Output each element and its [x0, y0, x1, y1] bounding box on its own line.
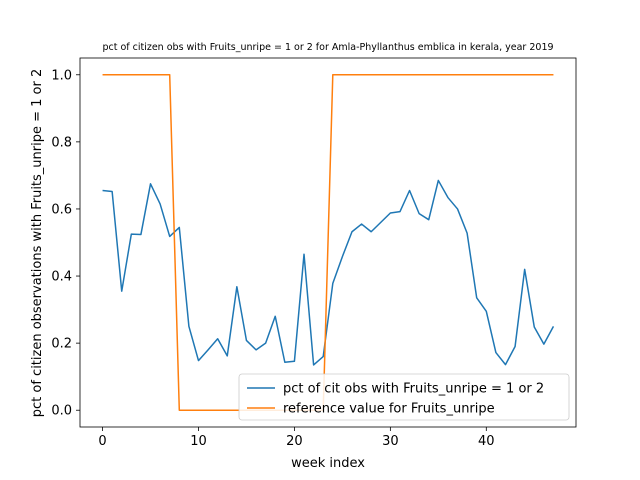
y-tick-label: 0.6: [51, 202, 72, 217]
legend: pct of cit obs with Fruits_unripe = 1 or…: [238, 373, 570, 421]
x-tick-label: 10: [190, 434, 207, 449]
y-tick-label: 0.4: [51, 270, 72, 285]
series-line-2: [102, 74, 554, 411]
series-line-1: [102, 179, 555, 366]
y-tick-label: 0.2: [51, 337, 72, 352]
chart-title: pct of citizen obs with Fruits_unripe = …: [102, 42, 553, 53]
legend-label-1: pct of cit obs with Fruits_unripe = 1 or…: [283, 382, 544, 397]
y-axis-label: pct of citizen observations with Fruits_…: [30, 69, 45, 418]
plot-area: [79, 57, 577, 428]
x-axis-label: week index: [291, 456, 365, 471]
legend-box: [238, 373, 570, 421]
axis-ticks: 0 10 20 30 40 0.0 0.2 0.4 0.6 0.8 1.0: [51, 68, 494, 449]
y-tick-label: 0.8: [51, 135, 72, 150]
series-layer: [102, 74, 555, 411]
x-tick-label: 20: [286, 434, 303, 449]
x-tick-label: 30: [382, 434, 399, 449]
y-tick-label: 1.0: [51, 68, 72, 83]
legend-label-2: reference value for Fruits_unripe: [283, 402, 495, 417]
x-tick-label: 0: [98, 434, 106, 449]
y-tick-label: 0.0: [51, 404, 72, 419]
x-tick-label: 40: [478, 434, 495, 449]
axes-frame: [79, 57, 577, 428]
